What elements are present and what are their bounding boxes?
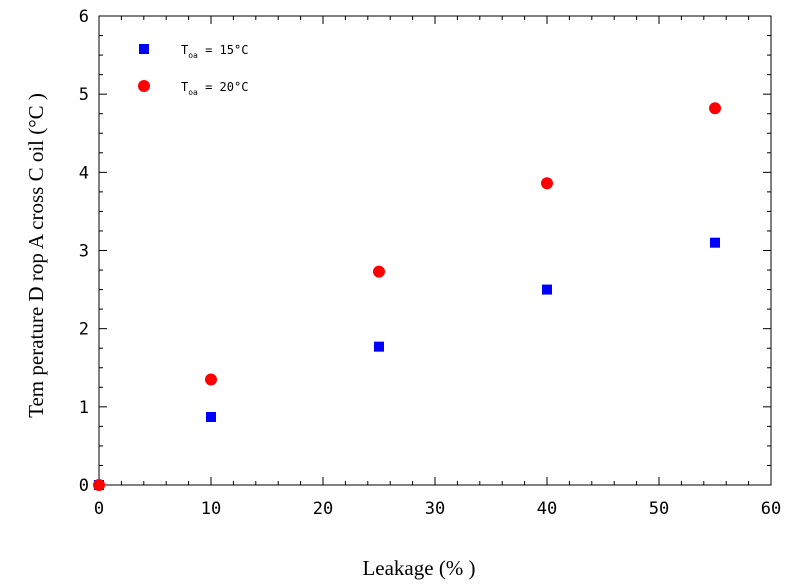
legend-entry-subscript: oa bbox=[188, 88, 198, 97]
legend-entry-subscript: oa bbox=[188, 51, 198, 60]
legend-entry-main: T bbox=[181, 43, 188, 57]
legend-entry-rest: = 15°C bbox=[198, 43, 249, 57]
legend-marker-square bbox=[139, 44, 149, 54]
y-tick-label: 1 bbox=[79, 398, 89, 418]
y-tick-label: 4 bbox=[79, 163, 89, 183]
legend-entry-label: Toa = 15°C bbox=[181, 43, 248, 60]
legend-entry-main: T bbox=[181, 80, 188, 94]
data-point-circle bbox=[541, 177, 553, 190]
y-tick-label: 6 bbox=[79, 7, 89, 27]
data-point-circle bbox=[205, 373, 217, 386]
tick-labels: 0 10 20 30 40 50 60 0 1 2 3 4 5 6 bbox=[79, 7, 781, 519]
y-tick-label: 0 bbox=[79, 476, 89, 496]
data-point-circle bbox=[93, 479, 105, 491]
x-tick-label: 0 bbox=[94, 499, 104, 519]
x-tick-label: 60 bbox=[761, 499, 781, 519]
y-tick-label: 5 bbox=[79, 85, 89, 105]
legend-entry-rest: = 20°C bbox=[198, 80, 249, 94]
axis-ticks bbox=[98, 15, 772, 486]
x-tick-label: 50 bbox=[649, 499, 669, 519]
x-tick-label: 20 bbox=[313, 499, 333, 519]
plot-area: 0 10 20 30 40 50 60 0 1 2 3 4 5 6 bbox=[79, 7, 781, 519]
data-point-circle bbox=[709, 102, 721, 115]
legend-marker-circle bbox=[138, 80, 150, 92]
data-point-square bbox=[542, 284, 552, 295]
x-tick-label: 10 bbox=[201, 499, 221, 519]
data-points bbox=[93, 102, 721, 491]
data-point-square bbox=[374, 341, 384, 352]
y-tick-label: 3 bbox=[79, 242, 89, 262]
y-tick-label: 2 bbox=[79, 320, 89, 340]
x-tick-label: 40 bbox=[537, 499, 557, 519]
x-tick-label: 30 bbox=[425, 499, 445, 519]
data-point-circle bbox=[373, 265, 385, 278]
x-axis-title: Leakage (% ) bbox=[362, 556, 475, 580]
legend-entry-label: Toa = 20°C bbox=[181, 80, 248, 97]
y-axis-title: Tem perature D rop A cross C oil (°C ) bbox=[24, 93, 48, 418]
data-point-square bbox=[710, 237, 720, 248]
data-point-square bbox=[206, 411, 216, 422]
